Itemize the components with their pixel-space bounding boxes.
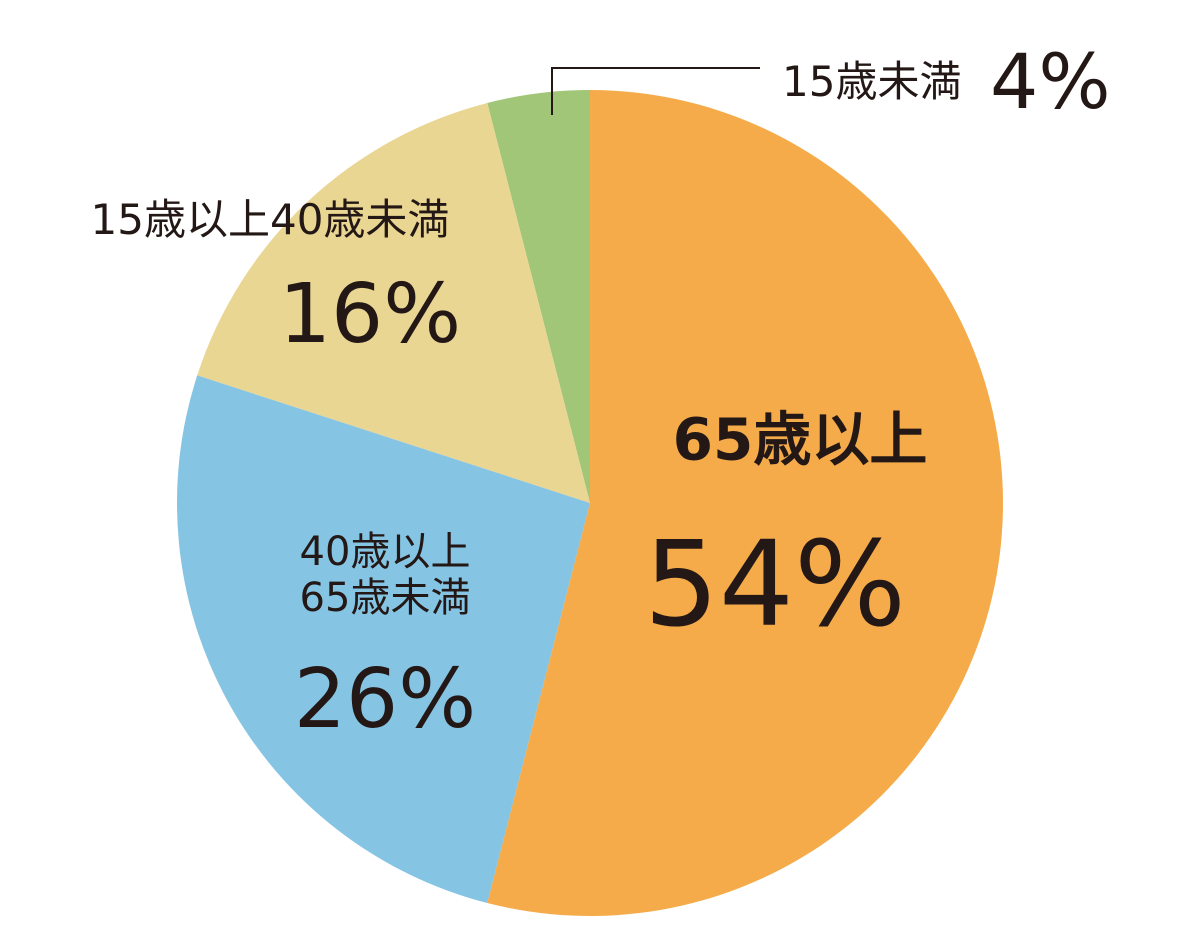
category-label: 65歳以上 (672, 405, 928, 474)
value-label: 26% (293, 651, 477, 747)
leader-line (551, 67, 760, 115)
category-label: 15歳以上40歳未満 (90, 194, 450, 244)
pie-slice (487, 90, 1003, 916)
value-label: 4% (990, 37, 1111, 126)
pie-slice (176, 375, 591, 904)
value-label: 54% (643, 515, 907, 654)
pie-slice (487, 90, 590, 503)
category-label: 15歳未満 (782, 57, 962, 106)
value-label: 16% (278, 266, 462, 362)
pie-slice (197, 102, 590, 503)
category-label: 40歳以上65歳未満 (299, 529, 471, 621)
